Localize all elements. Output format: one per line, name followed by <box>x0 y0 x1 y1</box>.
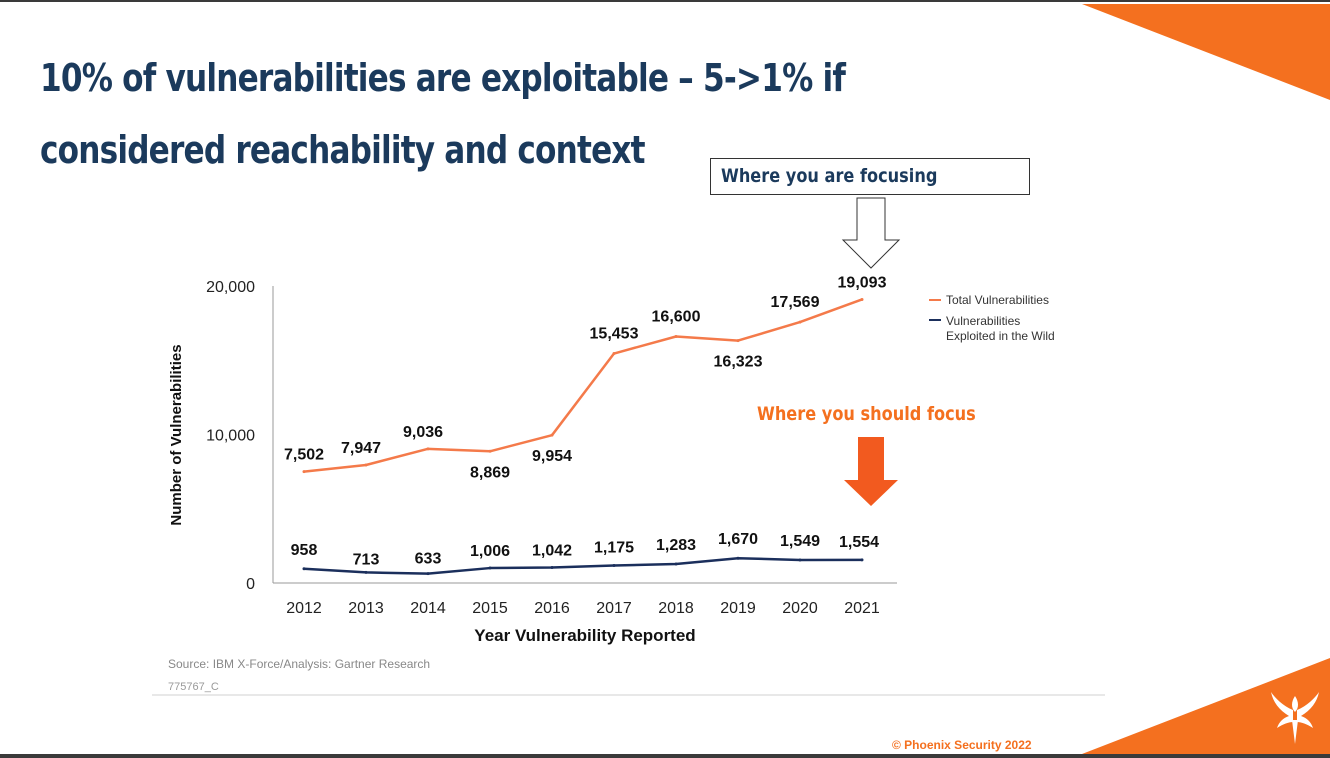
data-label-exploited: 1,006 <box>470 543 510 560</box>
data-label-total: 16,323 <box>714 354 763 371</box>
legend-label-total: Total Vulnerabilities <box>946 293 1049 307</box>
data-label-total: 19,093 <box>838 274 887 291</box>
data-label-total: 17,569 <box>771 294 820 311</box>
data-point-total <box>488 449 492 453</box>
data-point-exploited <box>550 566 554 570</box>
data-label-exploited: 1,670 <box>718 531 758 548</box>
x-tick-label: 2016 <box>534 600 570 617</box>
data-point-total <box>612 352 616 356</box>
top-border <box>0 0 1330 2</box>
x-tick-label: 2017 <box>596 600 632 617</box>
data-point-total <box>426 447 430 451</box>
x-axis-title: Year Vulnerability Reported <box>474 626 695 645</box>
x-tick-label: 2019 <box>720 600 756 617</box>
down-arrow-filled-icon <box>844 437 898 506</box>
data-point-exploited <box>426 572 430 576</box>
down-arrow-outline-icon <box>841 197 901 269</box>
y-tick-label: 20,000 <box>206 279 255 296</box>
data-point-total <box>674 334 678 338</box>
x-tick-label: 2013 <box>348 600 384 617</box>
data-point-exploited <box>798 558 802 562</box>
callout-where-focusing: Where you are focusing <box>710 158 1030 195</box>
data-label-exploited: 958 <box>291 542 318 559</box>
corner-triangle-bottom <box>1082 658 1330 754</box>
data-label-total: 7,947 <box>341 440 381 457</box>
bottom-border <box>0 754 1330 758</box>
data-point-exploited <box>612 564 616 568</box>
legend-label-exploited: Vulnerabilities <box>946 314 1020 328</box>
data-point-exploited <box>302 567 306 571</box>
data-label-exploited: 1,554 <box>839 534 879 551</box>
x-tick-label: 2021 <box>844 600 880 617</box>
data-point-total <box>798 320 802 324</box>
data-point-exploited <box>736 556 740 560</box>
data-label-exploited: 713 <box>353 551 380 568</box>
data-label-exploited: 633 <box>415 551 442 568</box>
data-point-total <box>364 463 368 467</box>
data-point-total <box>860 297 864 301</box>
line-chart: 0 10,000 20,000 2012 2013 2014 2015 2016 2017 201… <box>168 274 1055 693</box>
x-tick-label: 2018 <box>658 600 694 617</box>
data-label-total: 9,036 <box>403 424 443 441</box>
data-point-exploited <box>364 570 368 574</box>
legend-label-exploited-line2: Exploited in the Wild <box>946 329 1055 343</box>
slide-title: 10% of vulnerabilities are exploitable –… <box>40 56 846 172</box>
data-label-exploited: 1,042 <box>532 543 572 560</box>
figure-code: 775767_C <box>168 681 219 693</box>
y-tick-label: 10,000 <box>206 428 255 445</box>
series-line-total <box>303 298 863 473</box>
callout-where-should-focus: Where you should focus <box>757 403 976 425</box>
corner-triangle-top <box>1082 4 1330 100</box>
data-point-exploited <box>488 566 492 570</box>
series-line-exploited <box>303 556 863 575</box>
data-label-total: 15,453 <box>590 326 639 343</box>
data-label-exploited: 1,283 <box>656 537 696 554</box>
y-tick-label: 0 <box>246 576 255 593</box>
phoenix-icon <box>1271 692 1319 744</box>
data-label-total: 16,600 <box>652 308 701 325</box>
y-axis-title: Number of Vulnerabilities <box>168 344 185 525</box>
data-point-total <box>736 339 740 343</box>
data-label-total: 9,954 <box>532 448 572 465</box>
x-tick-label: 2015 <box>472 600 508 617</box>
x-tick-label: 2020 <box>782 600 818 617</box>
copyright: © Phoenix Security 2022 <box>892 738 1032 752</box>
data-point-exploited <box>860 558 864 562</box>
data-point-total <box>550 433 554 437</box>
source-note: Source: IBM X-Force/Analysis: Gartner Re… <box>168 657 430 671</box>
data-label-exploited: 1,549 <box>780 533 820 550</box>
x-tick-label: 2012 <box>286 600 322 617</box>
callout-focusing-text: Where you are focusing <box>721 165 938 187</box>
data-label-exploited: 1,175 <box>594 540 634 557</box>
data-label-total: 8,869 <box>470 464 510 481</box>
data-point-total <box>302 470 306 474</box>
data-label-total: 7,502 <box>284 447 324 464</box>
x-tick-label: 2014 <box>410 600 446 617</box>
data-point-exploited <box>674 562 678 566</box>
